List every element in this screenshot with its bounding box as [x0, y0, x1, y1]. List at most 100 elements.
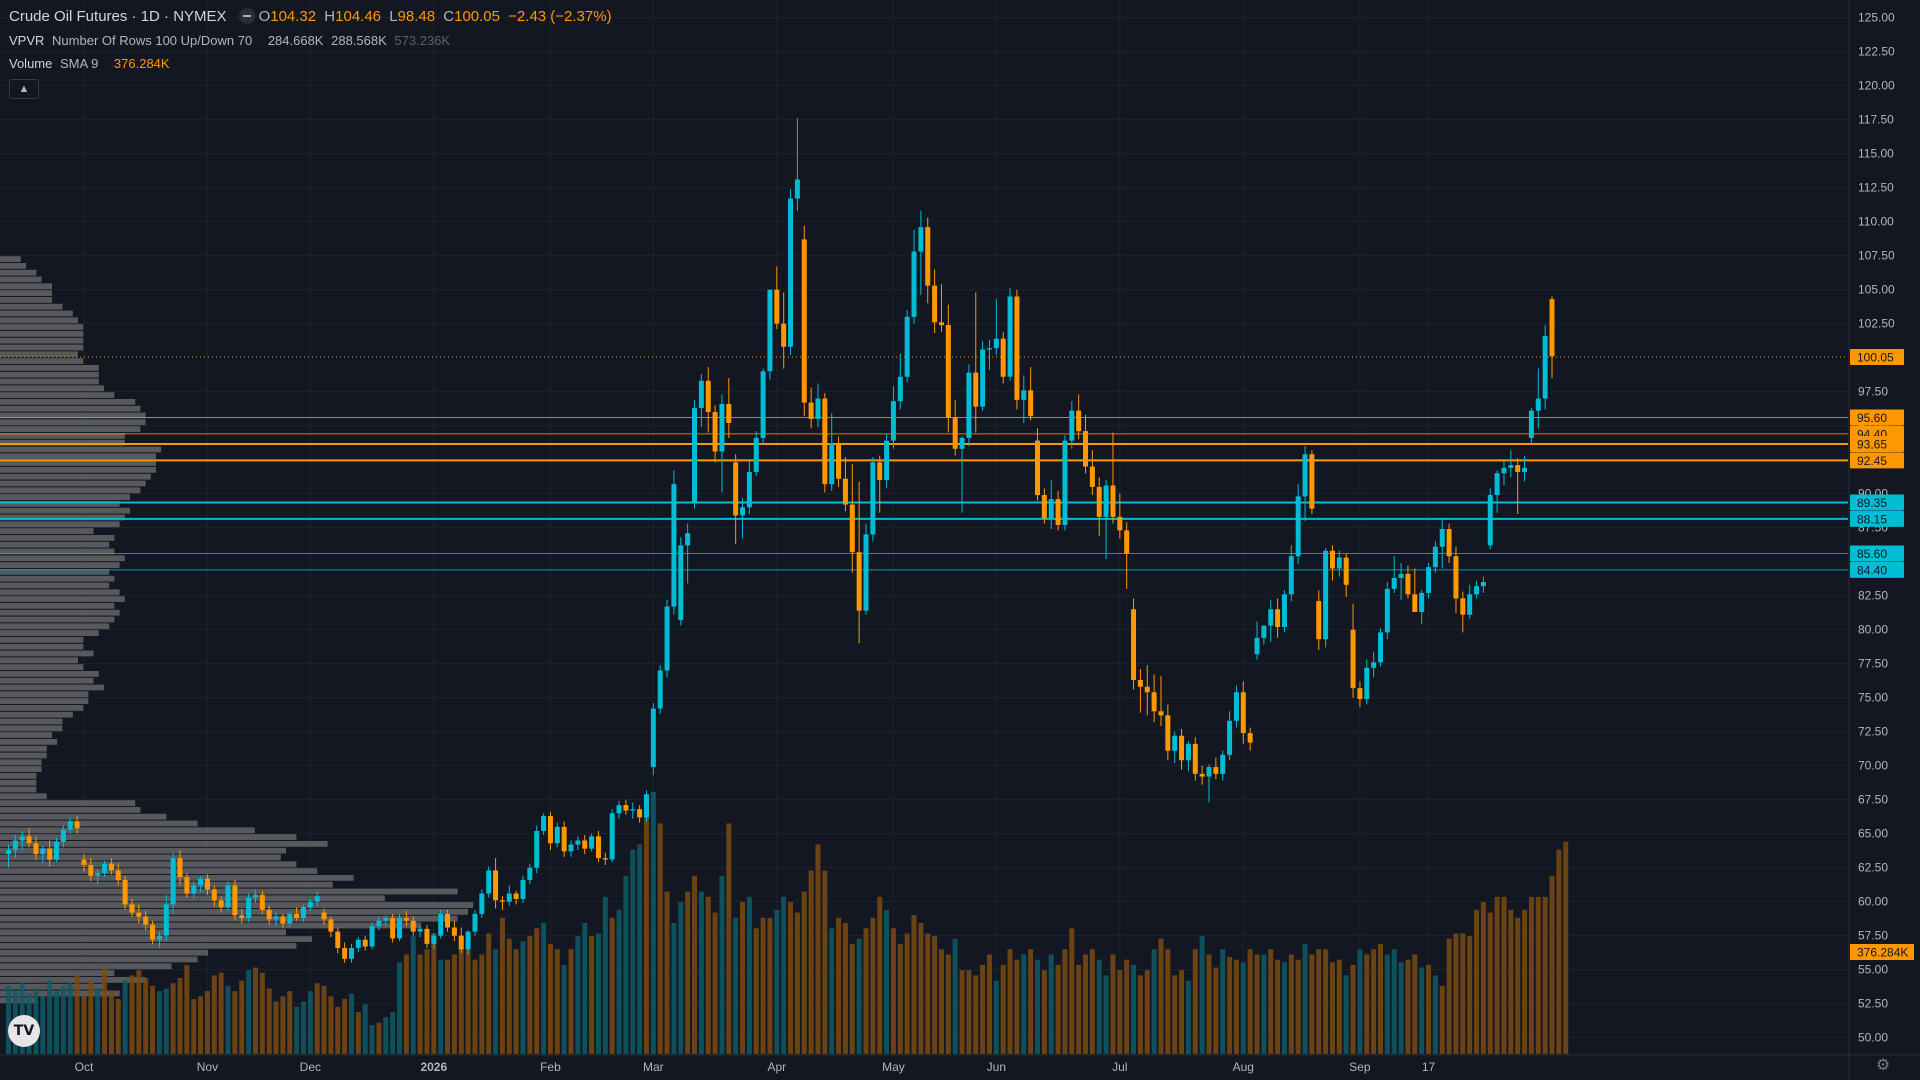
- volume-legend[interactable]: Volume SMA 9 376.284K: [9, 56, 174, 71]
- candle-body: [1515, 465, 1521, 472]
- volume-bar: [719, 875, 725, 1054]
- volume-bar: [746, 896, 752, 1054]
- close-label: C: [443, 8, 455, 25]
- candle-body: [794, 179, 800, 199]
- candle-body: [1192, 743, 1198, 774]
- close-value: 100.05: [454, 8, 500, 25]
- price-tick-label: 125.00: [1858, 11, 1895, 25]
- vpvr-legend[interactable]: VPVR Number Of Rows 100 Up/Down 70 284.6…: [9, 33, 454, 48]
- time-tick-label: May: [882, 1060, 905, 1074]
- profile-row: [0, 936, 312, 942]
- price-tick-label: 97.50: [1858, 385, 1888, 399]
- volume-bar: [156, 991, 162, 1054]
- candle-body: [218, 900, 224, 908]
- candle-body: [637, 809, 643, 818]
- price-tick-label: 55.00: [1858, 963, 1888, 977]
- candle-body: [122, 879, 128, 905]
- volume-bar: [554, 949, 560, 1054]
- volume-bar: [1103, 975, 1109, 1054]
- candle-body: [1295, 496, 1301, 557]
- candle-body: [445, 913, 451, 928]
- candle-body: [184, 877, 190, 894]
- volume-bar: [1439, 985, 1445, 1054]
- candle-body: [1323, 550, 1329, 640]
- volume-bar: [280, 996, 286, 1054]
- profile-row: [0, 677, 94, 684]
- volume-bar: [595, 933, 601, 1054]
- candle-body: [918, 227, 924, 252]
- minus-icon[interactable]: [238, 8, 255, 25]
- candle-body: [788, 198, 794, 347]
- candle-body: [842, 478, 848, 505]
- volume-bar: [1275, 959, 1281, 1054]
- candle-body: [6, 850, 11, 855]
- profile-row: [0, 630, 99, 636]
- profile-row: [0, 847, 286, 854]
- price-tick-label: 57.50: [1858, 929, 1888, 943]
- profile-row: [0, 494, 130, 500]
- candle-body: [252, 894, 258, 898]
- profile-row: [0, 643, 84, 650]
- volume-bar: [842, 923, 848, 1054]
- candle-body: [1089, 466, 1095, 487]
- candle-body: [1103, 485, 1109, 517]
- candle-body: [383, 918, 389, 921]
- gear-icon[interactable]: ⚙: [1875, 1057, 1891, 1074]
- volume-bar: [307, 991, 313, 1054]
- volume-bar: [1460, 933, 1466, 1054]
- volume-bar: [945, 954, 951, 1054]
- profile-row: [0, 453, 156, 460]
- symbol-title[interactable]: Crude Oil Futures · 1D · NYMEX: [9, 8, 227, 25]
- candle-body: [499, 900, 505, 902]
- profile-row: [0, 324, 84, 330]
- volume-bar: [211, 975, 217, 1054]
- profile-row: [0, 439, 125, 446]
- volume-bar: [163, 988, 169, 1054]
- volume-bar: [925, 933, 931, 1054]
- candle-body: [266, 909, 272, 920]
- profile-row: [0, 657, 78, 664]
- volume-bar: [877, 896, 883, 1054]
- candle-body: [602, 858, 608, 860]
- candle-body: [403, 918, 409, 921]
- tradingview-logo[interactable]: TV: [8, 1015, 40, 1047]
- volume-bar: [547, 943, 553, 1054]
- symbol-legend[interactable]: Crude Oil Futures · 1D · NYMEX O104.32 H1…: [9, 8, 616, 25]
- candle-body: [801, 239, 807, 403]
- volume-bar: [1412, 954, 1418, 1054]
- profile-row: [0, 405, 141, 412]
- volume-bar: [678, 902, 684, 1054]
- candle-body: [616, 805, 622, 814]
- candle-body: [479, 893, 485, 914]
- candle-body: [1391, 578, 1397, 589]
- open-label: O: [258, 8, 271, 25]
- candle-body: [1261, 625, 1267, 638]
- price-tick-label: 62.50: [1858, 861, 1888, 875]
- time-axis[interactable]: Oct Nov Dec 2026 Feb Mar Apr May Jun Jul Aug Sep 17: [0, 1054, 1920, 1074]
- candle-body: [1268, 609, 1274, 626]
- profile-row: [0, 575, 115, 582]
- volume-bar: [966, 970, 972, 1054]
- profile-row: [0, 650, 94, 657]
- vpvr-name[interactable]: VPVR: [9, 33, 45, 48]
- candles: [6, 118, 1555, 963]
- vpvr-up-value: 284.668K: [267, 33, 324, 48]
- candle-body: [1384, 588, 1390, 633]
- volume-bar: [1556, 849, 1562, 1054]
- volume-bar: [767, 917, 773, 1054]
- volume-bar: [1474, 909, 1480, 1054]
- volume-bar: [1528, 896, 1534, 1054]
- candle-body: [246, 897, 252, 918]
- volume-bar: [1110, 954, 1116, 1054]
- volume-name[interactable]: Volume: [9, 56, 53, 71]
- candle-body: [108, 863, 114, 871]
- price-axis[interactable]: 125.00 122.50 120.00 117.50 115.00 112.50 110.…: [1848, 0, 1914, 1080]
- volume-bar: [1014, 959, 1020, 1054]
- candle-body: [980, 349, 986, 407]
- candle-body: [1336, 557, 1342, 569]
- volume-bar: [1117, 970, 1123, 1054]
- volume-bar: [575, 936, 581, 1054]
- collapse-legend-button[interactable]: ▲: [9, 79, 39, 99]
- price-tick-label: 115.00: [1858, 147, 1894, 161]
